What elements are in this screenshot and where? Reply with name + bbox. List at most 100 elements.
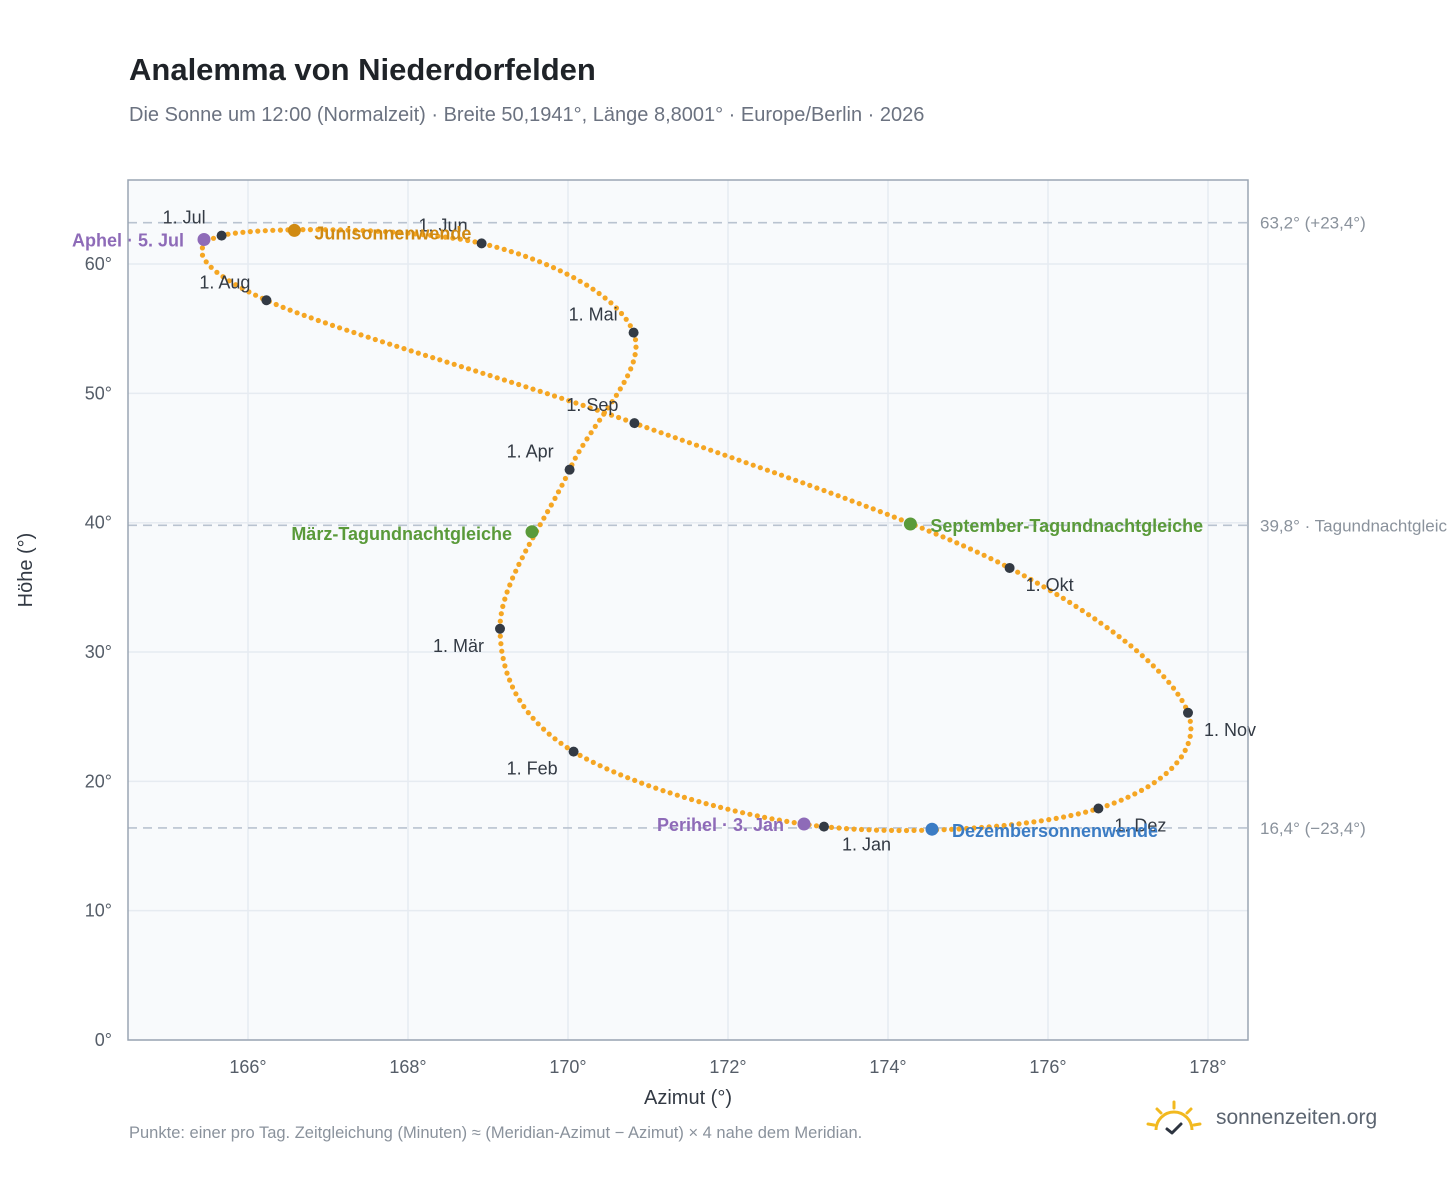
day-dot (367, 228, 374, 234)
day-dot (430, 355, 436, 361)
day-dot (1015, 569, 1021, 575)
day-dot (1038, 818, 1044, 824)
day-dot (352, 227, 359, 233)
day-dot (708, 447, 714, 453)
day-dot (1128, 643, 1134, 649)
day-dot (501, 377, 507, 383)
day-dot (891, 514, 897, 520)
month-label: 1. Mär (433, 636, 484, 656)
brand-name: sonnenzeiten.org (1216, 1106, 1378, 1129)
day-dot (557, 268, 563, 274)
y-tick-label: 30° (85, 642, 112, 662)
day-dot (947, 537, 953, 543)
y-tick-label: 0° (95, 1030, 112, 1050)
day-dot (632, 777, 638, 784)
day-dot (473, 368, 479, 374)
day-dot (546, 731, 552, 737)
day-dot (1053, 815, 1059, 822)
day-dot (856, 501, 862, 507)
day-dot (365, 334, 371, 340)
brand-logo[interactable]: sonnenzeiten.org (1146, 1100, 1377, 1136)
day-dot (508, 249, 514, 255)
day-dot (1016, 821, 1022, 827)
chart-title: Analemma von Niederdorfelden (129, 52, 596, 87)
day-dot (513, 568, 519, 574)
day-dot (995, 559, 1001, 565)
day-dot (986, 824, 992, 830)
month-marker (1004, 562, 1015, 573)
day-dot (1104, 803, 1110, 809)
day-dot (1138, 787, 1145, 794)
day-dot (933, 531, 939, 537)
day-dot (686, 440, 693, 446)
day-dot (513, 691, 519, 697)
day-dot (903, 827, 910, 834)
day-dot (287, 307, 293, 313)
day-dot (199, 252, 206, 258)
day-dot (564, 745, 570, 751)
day-dot (981, 552, 987, 558)
day-dot (517, 697, 523, 703)
day-dot (1174, 760, 1180, 766)
day-dot (437, 357, 443, 363)
day-dot (566, 398, 572, 404)
day-dot (344, 327, 350, 333)
day-dot (337, 227, 344, 233)
day-dot (1034, 580, 1040, 586)
day-dot (1098, 620, 1104, 626)
day-dot (732, 808, 738, 814)
day-dot (509, 684, 516, 690)
month-marker (819, 821, 829, 832)
day-dot (778, 472, 785, 478)
special-label: März-Tagundnachtgleiche (291, 524, 512, 544)
day-dot (465, 237, 471, 244)
day-dot (718, 804, 724, 811)
y-tick-label: 20° (85, 771, 112, 791)
day-dot (360, 228, 366, 234)
day-dot (300, 227, 306, 233)
day-dot (412, 231, 419, 237)
y-tick-label: 60° (85, 254, 112, 274)
day-dot (658, 430, 664, 436)
special-marker (925, 822, 939, 836)
day-dot (551, 393, 558, 399)
day-dot (301, 312, 307, 318)
day-dot (394, 343, 400, 349)
day-dot (1001, 822, 1007, 829)
x-tick-label: 176° (1029, 1057, 1066, 1077)
day-dot (689, 796, 695, 803)
day-dot (896, 827, 902, 834)
day-dot (588, 430, 594, 436)
guide-label: 16,4° (−23,4°) (1260, 819, 1366, 838)
day-dot (1187, 718, 1193, 724)
day-dot (1157, 775, 1163, 781)
day-dot (497, 618, 503, 624)
day-dot (611, 769, 617, 775)
day-dot (1122, 638, 1128, 644)
day-dot (552, 736, 558, 742)
day-dot (590, 286, 596, 292)
special-marker (287, 223, 301, 237)
day-dot (351, 329, 357, 336)
day-dot (494, 375, 500, 381)
month-marker (216, 230, 227, 241)
day-dot (480, 370, 486, 376)
day-dot (828, 824, 835, 831)
day-dot (500, 655, 506, 662)
day-dot (239, 285, 245, 291)
day-dot (273, 301, 279, 308)
day-dot (1075, 811, 1081, 817)
month-markers: 1. Jan 1. Feb 1. Mär 1. Apr 1. Mai 1. Jun 1. J… (163, 208, 1256, 855)
day-dot (597, 417, 603, 423)
day-dot (814, 485, 820, 491)
day-dot (613, 392, 620, 398)
day-dot (696, 799, 702, 805)
day-dot (497, 633, 503, 639)
day-dot (232, 230, 238, 236)
day-dot (451, 361, 457, 367)
day-dot (911, 827, 917, 834)
day-dot (743, 460, 749, 466)
day-dot (1179, 697, 1185, 704)
day-dot (458, 364, 464, 370)
